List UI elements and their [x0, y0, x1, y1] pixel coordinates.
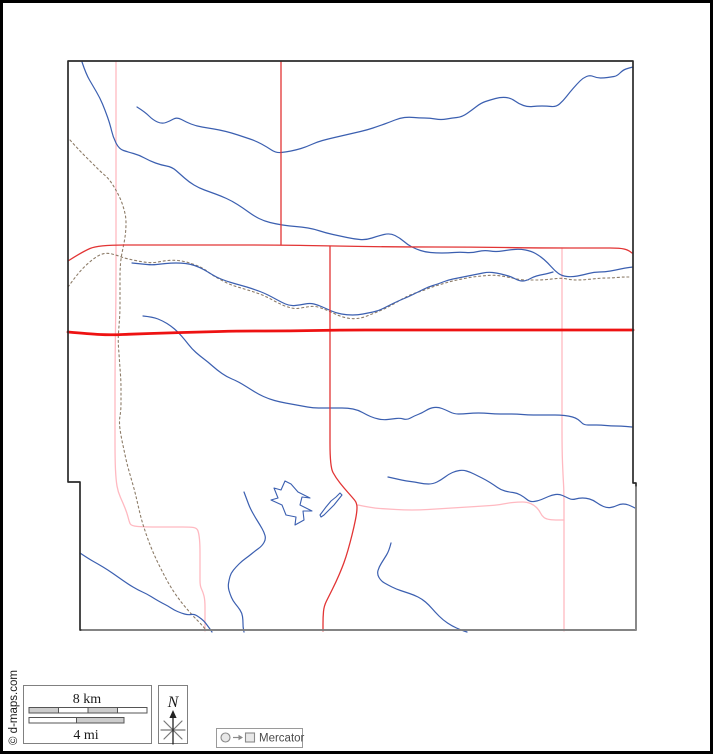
river-northwest — [81, 61, 634, 278]
scale-mi-label: 4 mi — [73, 728, 98, 743]
river-middle-valley — [131, 262, 554, 316]
scale-bar: 8 km 4 mi — [23, 685, 152, 744]
projected-square-icon — [244, 732, 256, 743]
map-features-layer — [66, 60, 637, 633]
river-south-scurve — [377, 542, 468, 633]
road-secondary-vertical-south — [322, 245, 358, 632]
road-secondary-horizontal — [67, 244, 633, 262]
trail-north-south — [69, 139, 207, 631]
compass-star-icon — [160, 710, 186, 745]
lake-branched — [270, 480, 313, 526]
arrow-right-icon — [233, 734, 243, 741]
river-southwest — [79, 552, 213, 633]
river-southeast-long — [387, 469, 636, 509]
north-indicator: N — [158, 685, 188, 745]
copyright-label: © d-maps.com — [8, 670, 20, 745]
projection-box — [216, 728, 303, 748]
river-top-long — [136, 66, 634, 154]
scale-mi-bar — [28, 717, 125, 724]
road-minor-south-east — [357, 501, 565, 521]
globe-circle-icon — [220, 732, 231, 743]
projection-label: Mercator — [259, 733, 305, 745]
river-south-central — [227, 491, 266, 633]
road-minor-east-vertical — [561, 247, 565, 632]
road-major-highway — [66, 328, 635, 337]
scale-km-bar — [28, 707, 148, 714]
scale-km-label: 8 km — [73, 692, 102, 707]
river-central — [142, 315, 633, 428]
trail-east-west — [67, 252, 631, 320]
lake-small — [319, 492, 343, 518]
scale-bar-box — [23, 685, 152, 744]
north-label: N — [167, 694, 180, 711]
county-boundary-shadow — [81, 486, 637, 631]
road-minor-west — [114, 60, 206, 632]
projection-legend: Mercator — [216, 728, 305, 748]
